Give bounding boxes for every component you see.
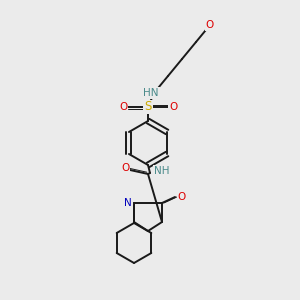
Text: S: S [144,100,152,113]
Text: O: O [169,102,177,112]
Text: N: N [124,198,132,208]
Text: NH: NH [154,166,170,176]
Text: HN: HN [143,88,159,98]
Text: O: O [121,163,129,173]
Text: O: O [206,20,214,30]
Text: O: O [119,102,127,112]
Text: O: O [178,192,186,202]
